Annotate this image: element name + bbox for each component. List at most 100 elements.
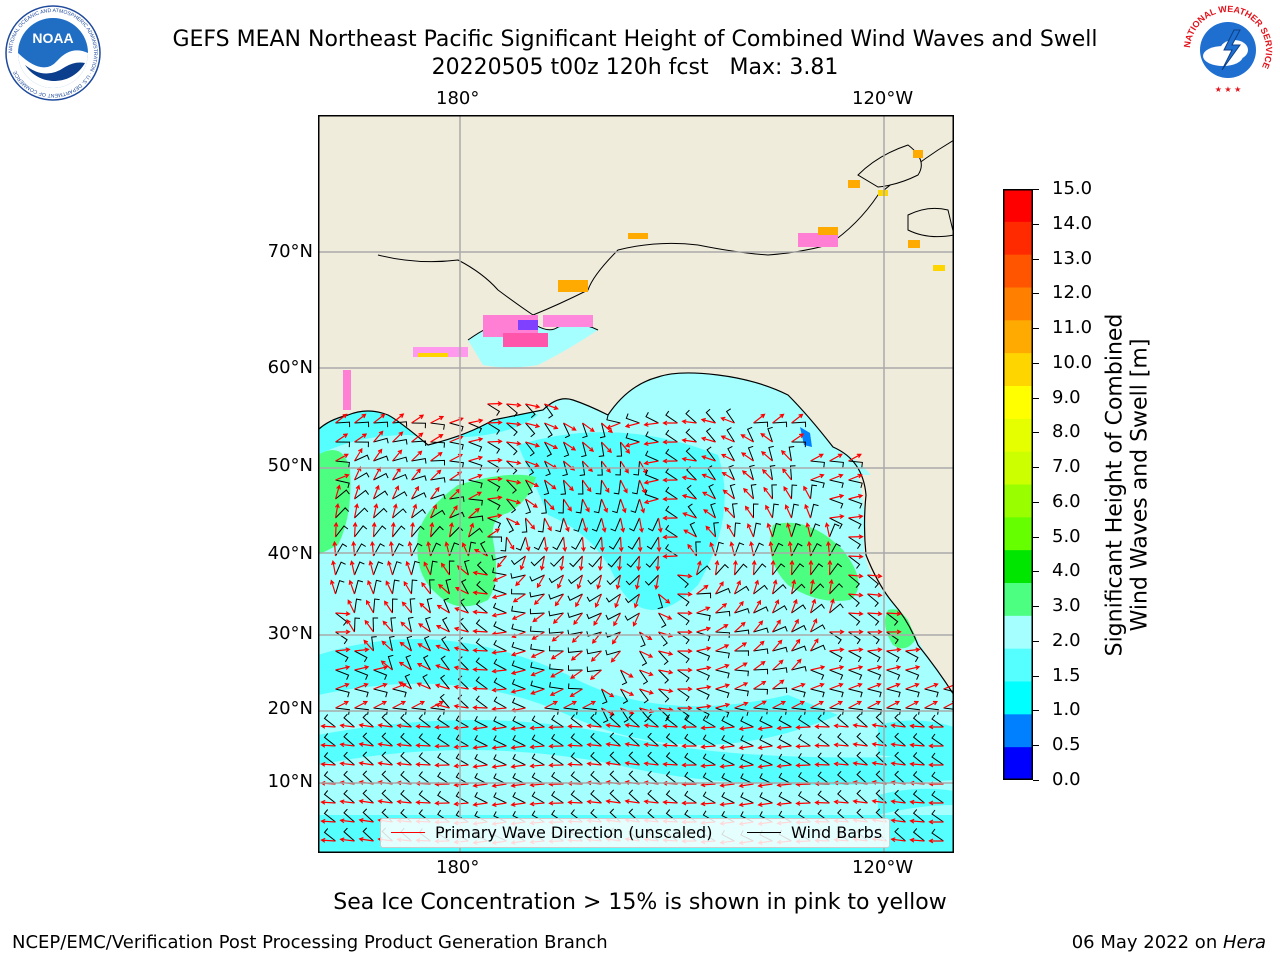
wave-direction-arrow	[421, 582, 431, 595]
wind-barb	[702, 734, 716, 747]
wave-direction-arrow	[371, 521, 377, 538]
wave-direction-arrow	[373, 413, 386, 424]
wind-barb	[791, 583, 806, 595]
wind-barb	[354, 507, 369, 519]
wave-direction-arrow	[848, 493, 864, 500]
wave-direction-arrow	[620, 688, 635, 696]
wind-barb	[354, 441, 370, 448]
wave-direction-arrow	[848, 647, 864, 653]
wind-barb	[829, 523, 840, 538]
wind-barb	[558, 498, 564, 514]
wave-direction-arrow	[703, 509, 716, 519]
wind-barb	[362, 751, 374, 766]
wind-barb	[422, 674, 431, 690]
wave-direction-arrow	[352, 521, 358, 538]
wave-direction-arrow	[430, 451, 443, 462]
wave-direction-arrow	[536, 574, 546, 589]
wave-direction-arrow	[658, 669, 674, 675]
wave-direction-arrow	[548, 762, 564, 768]
wave-direction-arrow	[790, 598, 798, 614]
wave-direction-arrow	[772, 659, 784, 671]
wave-direction-arrow	[405, 560, 413, 576]
wave-direction-arrow	[636, 555, 642, 572]
wave-direction-arrow	[662, 515, 678, 521]
wind-barb	[582, 422, 588, 439]
wind-barb	[624, 612, 640, 621]
wind-barb	[548, 645, 564, 652]
wave-direction-arrow	[416, 663, 431, 671]
wind-barb	[323, 752, 336, 766]
wind-barb	[537, 517, 545, 533]
wind-barb	[458, 637, 469, 652]
wave-direction-arrow	[805, 522, 812, 538]
wave-direction-arrow	[909, 742, 925, 748]
wind-barb	[867, 650, 881, 663]
wave-direction-arrow	[418, 623, 431, 633]
wind-barb	[606, 574, 621, 586]
wave-direction-arrow	[530, 688, 545, 695]
wave-direction-arrow	[700, 436, 716, 443]
wave-direction-arrow	[715, 602, 728, 614]
wave-direction-arrow	[487, 495, 503, 501]
wave-direction-arrow	[430, 415, 445, 424]
wind-barb	[411, 475, 427, 481]
wind-barb	[512, 773, 526, 785]
wind-barb	[601, 707, 609, 724]
wave-direction-arrow	[786, 522, 793, 538]
wave-direction-arrow	[814, 762, 830, 768]
colorbar	[1003, 189, 1033, 780]
wave-direction-arrow	[619, 460, 629, 474]
wind-barb	[400, 751, 412, 766]
colorbar-segment	[1003, 583, 1033, 617]
wind-barb	[373, 669, 388, 680]
wind-barb	[687, 503, 697, 519]
wave-direction-arrow	[848, 700, 863, 709]
svg-text:★ ★ ★: ★ ★ ★	[1215, 85, 1242, 94]
wave-direction-arrow	[567, 724, 583, 729]
wind-barb	[894, 751, 906, 766]
wind-barb	[924, 688, 939, 698]
wind-barb	[856, 713, 868, 728]
wave-direction-arrow	[491, 593, 507, 600]
wave-direction-arrow	[487, 528, 501, 538]
wave-direction-arrow	[496, 555, 507, 568]
wind-barb	[798, 753, 811, 766]
wave-direction-arrow	[791, 682, 806, 690]
wave-direction-arrow	[510, 688, 526, 694]
wind-barb	[894, 770, 906, 785]
wind-barb	[555, 517, 564, 533]
wave-direction-arrow	[833, 742, 849, 748]
wind-barb	[684, 733, 697, 747]
colorbar-tick-mark	[1033, 710, 1039, 712]
wave-direction-arrow	[550, 669, 564, 678]
wave-direction-arrow	[760, 432, 773, 443]
wave-direction-arrow	[848, 473, 863, 481]
colorbar-tick-label: 4.0	[1052, 560, 1081, 582]
wind-barb	[586, 648, 602, 655]
wave-direction-arrow	[525, 498, 538, 508]
wind-barb	[772, 503, 779, 519]
wind-barb	[848, 460, 863, 468]
wave-direction-arrow	[681, 762, 697, 768]
wave-direction-arrow	[867, 573, 883, 579]
wave-direction-arrow	[700, 801, 716, 807]
wave-direction-arrow	[848, 629, 864, 635]
wind-barb	[788, 446, 795, 462]
wind-barb	[437, 752, 450, 766]
wind-barb	[541, 498, 547, 514]
wind-barb	[607, 555, 621, 568]
wave-direction-arrow	[695, 560, 702, 576]
wave-max-patch-central	[417, 474, 536, 607]
wave-direction-arrow	[766, 522, 774, 538]
wave-direction-arrow	[619, 479, 628, 494]
wave-direction-arrow	[658, 612, 673, 620]
wind-barb	[362, 713, 374, 728]
wave-direction-arrow	[423, 561, 432, 576]
wind-barb	[810, 688, 825, 698]
wind-barb	[829, 479, 844, 489]
wind-barb	[867, 612, 880, 626]
wave-direction-arrow	[390, 521, 396, 538]
wind-barb	[381, 713, 393, 728]
wave-direction-arrow	[714, 581, 724, 595]
wind-barb	[567, 612, 583, 619]
